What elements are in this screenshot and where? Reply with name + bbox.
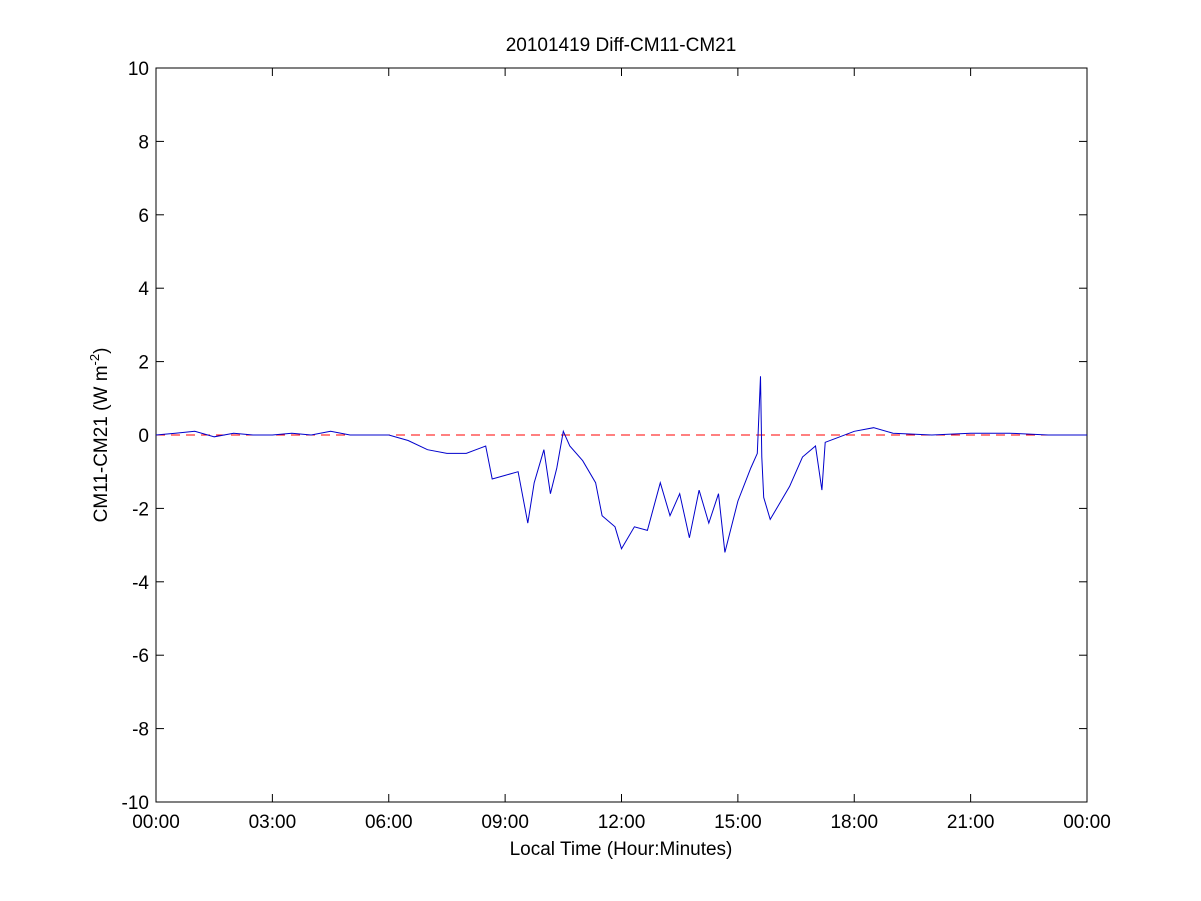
y-tick-label: 10 bbox=[128, 59, 149, 80]
diff-series-line bbox=[155, 376, 1087, 553]
y-axis-label-end: ) bbox=[91, 348, 112, 354]
x-tick-label: 18:00 bbox=[830, 812, 878, 833]
y-tick-label: -4 bbox=[132, 573, 149, 594]
x-tick-label: 21:00 bbox=[947, 812, 995, 833]
y-tick-label: -2 bbox=[132, 499, 149, 520]
y-axis-label-main: CM11-CM21 (W m bbox=[91, 365, 112, 522]
y-tick-label: 4 bbox=[138, 279, 149, 300]
y-axis-label: CM11-CM21 (W m-2) bbox=[87, 348, 112, 523]
chart-title: 20101419 Diff-CM11-CM21 bbox=[506, 35, 737, 56]
x-tick-label: 03:00 bbox=[249, 812, 297, 833]
y-tick-label: 0 bbox=[138, 426, 149, 447]
y-tick-label: 8 bbox=[138, 132, 149, 153]
x-tick-label: 12:00 bbox=[598, 812, 646, 833]
x-axis-label: Local Time (Hour:Minutes) bbox=[510, 839, 733, 860]
x-tick-label: 15:00 bbox=[714, 812, 762, 833]
y-tick-label: 2 bbox=[138, 353, 149, 374]
y-tick-label: -8 bbox=[132, 720, 149, 741]
y-axis-label-superscript: -2 bbox=[87, 354, 102, 366]
x-tick-label: 00:00 bbox=[132, 812, 180, 833]
y-tick-label: -6 bbox=[132, 646, 149, 667]
x-tick-label: 09:00 bbox=[481, 812, 529, 833]
y-tick-label: 6 bbox=[138, 206, 149, 227]
x-tick-label: 06:00 bbox=[365, 812, 413, 833]
svg-text:CM11-CM21 (W m-2): CM11-CM21 (W m-2) bbox=[87, 348, 112, 523]
x-tick-label: 00:00 bbox=[1063, 812, 1111, 833]
y-tick-label: -10 bbox=[122, 793, 149, 814]
